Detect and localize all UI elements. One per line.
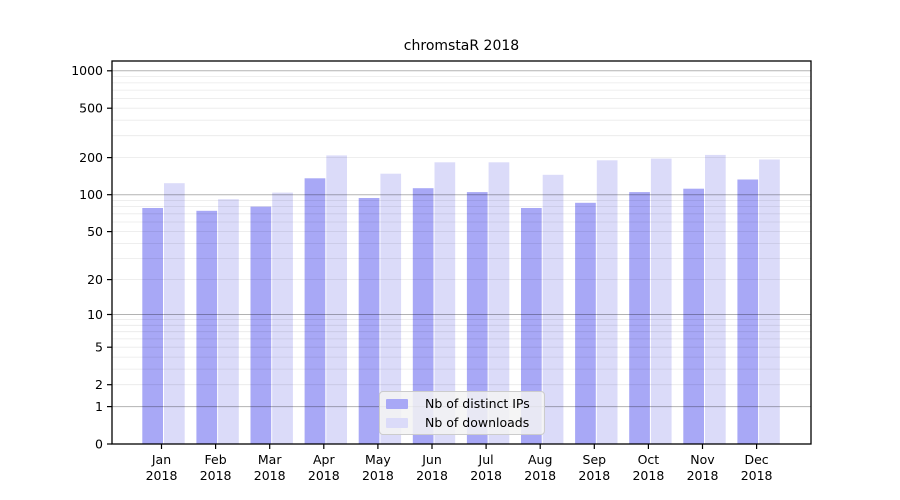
bar <box>304 178 326 445</box>
x-tick-label-year: 2018 <box>254 468 286 483</box>
y-tick-label: 1 <box>95 399 103 414</box>
x-tick-label-month: Nov <box>690 452 715 467</box>
bar <box>466 192 488 444</box>
x-tick-label-year: 2018 <box>687 468 719 483</box>
y-tick-label: 10 <box>87 307 103 322</box>
x-tick-label-month: Feb <box>205 452 227 467</box>
bar <box>434 162 456 445</box>
y-tick-label: 2 <box>95 377 103 392</box>
y-tick-label: 100 <box>79 187 103 202</box>
bar <box>575 202 596 444</box>
bar <box>272 192 293 444</box>
x-tick-label-year: 2018 <box>632 468 664 483</box>
x-tick-label-month: Jul <box>478 452 494 467</box>
y-tick-label: 5 <box>95 340 103 355</box>
y-tick-label: 200 <box>79 150 103 165</box>
bar <box>650 158 672 444</box>
x-tick-label-year: 2018 <box>416 468 448 483</box>
x-tick-label-month: Jun <box>421 452 442 467</box>
x-tick-label-month: Aug <box>528 452 552 467</box>
bar <box>683 188 704 444</box>
x-tick-label-year: 2018 <box>362 468 394 483</box>
x-tick-label-month: Apr <box>313 452 335 467</box>
x-tick-label-year: 2018 <box>146 468 178 483</box>
legend-label-distinct-ips: Nb of distinct IPs <box>425 396 530 411</box>
x-tick-label-month: Jan <box>151 452 171 467</box>
bar <box>759 159 780 444</box>
bar <box>521 208 542 444</box>
bar <box>142 208 163 444</box>
bars-distinct-ips <box>142 178 759 445</box>
bar <box>542 174 564 445</box>
bar <box>218 199 239 444</box>
y-tick-label: 500 <box>79 101 103 116</box>
legend-label-downloads: Nb of downloads <box>425 415 530 430</box>
x-axis: Jan2018Feb2018Mar2018Apr2018May2018Jun20… <box>146 444 773 483</box>
bar <box>596 160 618 445</box>
y-tick-label: 1000 <box>71 63 103 78</box>
bar <box>705 154 726 444</box>
plot-border <box>111 60 812 445</box>
y-tick-label: 0 <box>95 436 103 451</box>
x-tick-label-year: 2018 <box>308 468 340 483</box>
x-tick-label-month: Dec <box>744 452 768 467</box>
bar <box>380 173 402 444</box>
legend-item-distinct-ips: Nb of distinct IPs <box>386 396 538 411</box>
bar <box>629 192 650 444</box>
bar <box>737 179 759 444</box>
legend: Nb of distinct IPs Nb of downloads <box>379 391 545 435</box>
x-tick-label-year: 2018 <box>741 468 773 483</box>
chart-title: chromstaR 2018 <box>403 38 520 54</box>
legend-item-downloads: Nb of downloads <box>386 415 538 430</box>
bar <box>250 206 272 444</box>
bar <box>488 162 510 445</box>
x-tick-label-month: Sep <box>583 452 607 467</box>
x-tick-label-month: Oct <box>638 452 660 467</box>
x-tick-label-year: 2018 <box>200 468 232 483</box>
x-tick-label-year: 2018 <box>470 468 502 483</box>
legend-swatch-downloads <box>386 417 408 428</box>
bar <box>412 188 434 444</box>
x-tick-label-year: 2018 <box>524 468 556 483</box>
minor-gridlines <box>112 76 811 386</box>
bars-downloads <box>164 154 780 445</box>
x-tick-label-year: 2018 <box>578 468 610 483</box>
bar <box>358 198 380 444</box>
y-tick-label: 50 <box>87 224 103 239</box>
bar <box>164 183 185 444</box>
x-tick-label-month: Mar <box>258 452 282 467</box>
bar <box>326 155 347 444</box>
y-tick-label: 20 <box>87 272 103 287</box>
bar <box>196 210 218 444</box>
x-tick-label-month: May <box>365 452 391 467</box>
legend-swatch-distinct-ips <box>386 398 408 409</box>
y-axis: 0 1 2 5 10 20 50 100 200 500 1000 <box>71 63 112 451</box>
